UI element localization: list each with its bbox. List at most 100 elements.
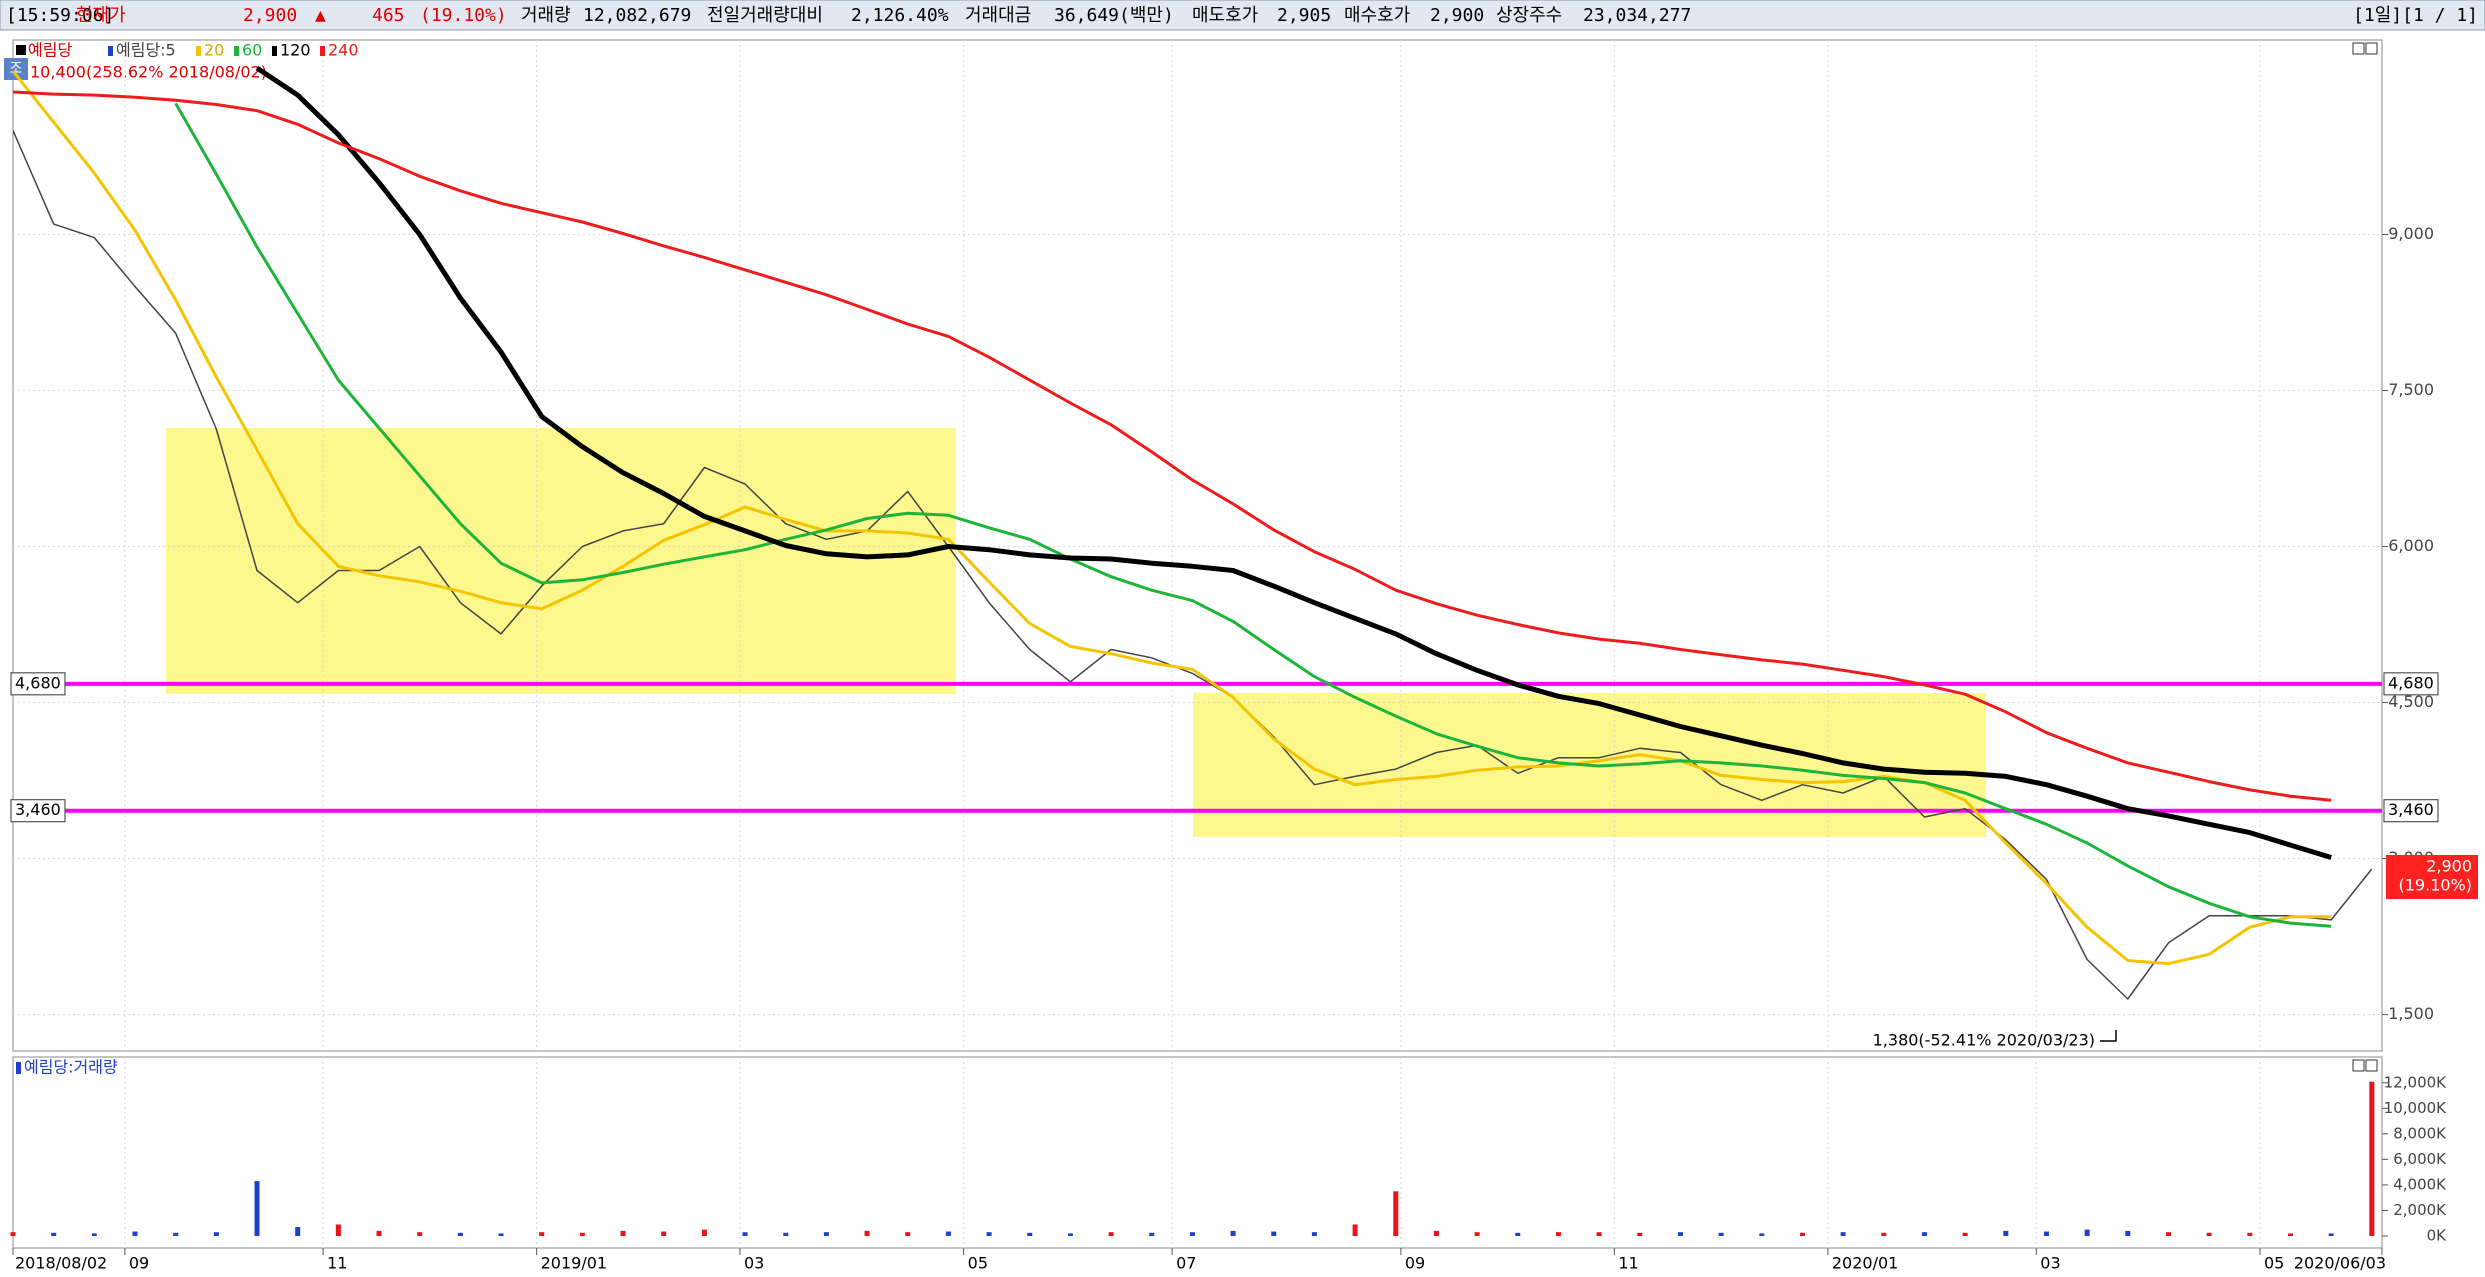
x-tick-label: 03: [2040, 1254, 2060, 1273]
reference-label-box: [2383, 799, 2439, 823]
reference-label: 3,460: [2388, 800, 2434, 819]
volume-bar: [1596, 1232, 1602, 1236]
y-tick-label: 7,500: [2388, 380, 2434, 399]
volume-bar: [10, 1232, 16, 1236]
x-tick-label: 2018/08/02: [15, 1254, 107, 1273]
x-tick-label: 2020/01: [1832, 1254, 1898, 1273]
header-text: 12,082,679: [583, 5, 691, 26]
x-tick-label: 09: [129, 1254, 149, 1273]
volume-bar: [1027, 1232, 1033, 1236]
volume-bar: [91, 1233, 97, 1236]
volume-bar: [1759, 1233, 1765, 1236]
volume-bar: [701, 1229, 707, 1236]
series-line: [13, 90, 2332, 802]
volume-bar: [1189, 1232, 1195, 1236]
series-line: [13, 130, 2373, 1000]
series-line: [255, 66, 2332, 860]
volume-bar: [1718, 1232, 1724, 1236]
volume-bar: [2125, 1230, 2131, 1236]
legend-swatch: [16, 1062, 21, 1074]
header-text: (19.10%): [420, 5, 507, 26]
high-annotation: 10,400(258.62% 2018/08/02): [30, 63, 267, 82]
volume-bar: [1840, 1232, 1846, 1236]
window-button[interactable]: [2352, 1059, 2365, 1072]
reference-label-box: [10, 672, 66, 696]
volume-bar: [1921, 1232, 1927, 1236]
header-text: 2,905: [1277, 5, 1331, 26]
badge-text: 조: [10, 61, 23, 77]
x-tick-label: 11: [1618, 1254, 1638, 1273]
volume-bar: [1393, 1191, 1399, 1236]
volume-bar: [1799, 1232, 1805, 1236]
legend-swatch: [196, 46, 201, 56]
current-price-box: [2386, 854, 2478, 899]
volume-bar: [905, 1232, 911, 1236]
volume-bar: [2165, 1232, 2171, 1236]
y-tick-label: 1,500: [2388, 1004, 2434, 1023]
reference-label-box: [10, 799, 66, 823]
volume-bar: [51, 1232, 57, 1236]
x-tick-label: 09: [1405, 1254, 1425, 1273]
reference-label-box: [2383, 672, 2439, 696]
reference-label: 4,680: [15, 673, 61, 692]
volume-bar: [457, 1232, 463, 1236]
y-tick-label: 6,000: [2388, 536, 2434, 555]
x-tick-label: 2019/01: [541, 1254, 607, 1273]
x-tick-label: 05: [968, 1254, 988, 1273]
reference-label: 4,680: [2388, 673, 2434, 692]
window-button[interactable]: [2365, 1059, 2378, 1072]
volume-tick-label: 10,000K: [2384, 1099, 2447, 1117]
series-line: [174, 102, 2332, 928]
series-group: [13, 66, 2373, 1000]
volume-bar: [213, 1232, 219, 1236]
volume-bar: [2287, 1233, 2293, 1236]
volume-bar: [2247, 1232, 2253, 1236]
legend-swatch: [320, 46, 325, 56]
window-button[interactable]: [2365, 42, 2378, 55]
window-button[interactable]: [2352, 42, 2365, 55]
volume-bar: [742, 1232, 748, 1236]
volume-bar: [864, 1230, 870, 1236]
x-tick-label: 05: [2264, 1254, 2284, 1273]
volume-bar: [295, 1227, 301, 1236]
volume-bar: [1311, 1232, 1317, 1236]
legend-swatch: [272, 46, 277, 56]
volume-bar: [620, 1230, 626, 1236]
badge: [4, 58, 28, 80]
volume-bar: [132, 1231, 138, 1236]
header-text: 2,900: [243, 5, 297, 26]
header-text: 현재가: [76, 5, 126, 26]
x-tick-label: 03: [744, 1254, 764, 1273]
volume-bar: [1230, 1230, 1236, 1236]
volume-bar: [376, 1230, 382, 1236]
legend-label: 60: [242, 41, 262, 60]
header-text: 거래대금: [965, 5, 1031, 26]
header-page: [1일][1 / 1]: [2353, 5, 2478, 26]
plot-layer: 2018/08/02 09 11 2019/01 03 05 07 09 11 2020/01 03…: [10, 40, 2478, 1273]
current-change: (19.10%): [2399, 875, 2473, 894]
header-text: [15:59:06]: [6, 5, 114, 26]
header-text: 전일거래량대비: [707, 5, 823, 26]
x-tick-label: 07: [1176, 1254, 1196, 1273]
header-text: 2,126.40%: [851, 5, 949, 26]
volume-bar: [661, 1231, 667, 1236]
volume-tick-label: 8,000K: [2393, 1124, 2447, 1142]
series-line: [13, 70, 2332, 966]
volume-bar: [945, 1231, 951, 1236]
header-text: 2,900: [1430, 5, 1484, 26]
volume-bar: [1474, 1232, 1480, 1236]
volume-bar: [335, 1224, 341, 1236]
legend-label: 예림당:5: [116, 41, 176, 60]
header-text: 매수호가: [1344, 5, 1410, 26]
volume-bar: [1677, 1232, 1683, 1236]
volume-bar: [1433, 1230, 1439, 1236]
volume-tick-label: 0K: [2427, 1227, 2448, 1245]
legend-swatch: [16, 45, 26, 55]
volume-bar: [986, 1232, 992, 1236]
volume-bar: [2084, 1229, 2090, 1236]
x-tick-label: 11: [327, 1254, 347, 1273]
header-text: 465: [372, 5, 405, 26]
volume-bar: [417, 1232, 423, 1236]
volume-tick-label: 12,000K: [2384, 1073, 2447, 1091]
volume-bar: [823, 1232, 829, 1236]
